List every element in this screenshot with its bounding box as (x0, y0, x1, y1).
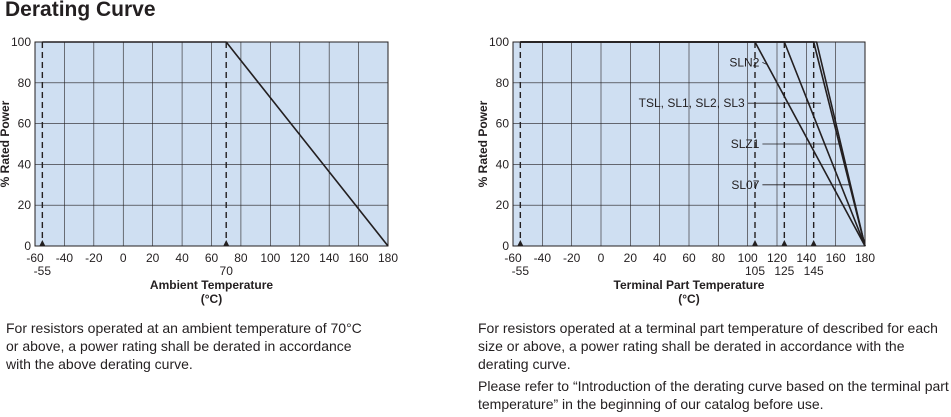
annotation-label: SLZ1 (731, 137, 760, 151)
x-axis-unit: (°C) (201, 292, 222, 306)
x-tick-label: 180 (378, 251, 398, 265)
y-tick-label: 20 (18, 198, 32, 212)
x-tick-label: 140 (796, 251, 816, 265)
x-tick-label: -20 (563, 251, 581, 265)
y-axis-title: % Rated Power (476, 100, 490, 187)
x-tick-label: 60 (682, 251, 696, 265)
y-tick-label: 100 (489, 35, 509, 49)
right-description-text-1: For resistors operated at a terminal par… (478, 320, 938, 372)
y-tick-label: 0 (502, 239, 509, 253)
left-description: For resistors operated at an ambient tem… (6, 319, 366, 377)
y-tick-label: 100 (11, 35, 31, 49)
x-tick-label: 120 (290, 251, 310, 265)
x-tick-label: 180 (855, 251, 875, 265)
y-axis-title: % Rated Power (0, 100, 12, 187)
marker-tick-label: 105 (745, 264, 765, 278)
x-axis-unit: (°C) (678, 292, 699, 306)
x-tick-label: 120 (767, 251, 787, 265)
series-line (520, 41, 866, 247)
y-tick-label: 80 (18, 76, 32, 90)
y-tick-label: 20 (496, 198, 510, 212)
x-tick-label: 0 (120, 251, 127, 265)
x-tick-label: -60 (26, 251, 44, 265)
x-tick-label: 20 (146, 251, 160, 265)
marker-tick-label: 145 (804, 264, 824, 278)
x-tick-label: 40 (653, 251, 667, 265)
marker-arrow (223, 240, 230, 246)
annotation-leader-line (762, 62, 767, 65)
series-line (42, 41, 389, 247)
marker-tick-label: -55 (512, 264, 530, 278)
x-tick-label: 100 (738, 251, 758, 265)
x-axis-title: Ambient Temperature (150, 278, 273, 292)
marker-tick-label: 70 (220, 264, 234, 278)
marker-arrow (517, 240, 524, 246)
x-tick-label: 80 (234, 251, 248, 265)
x-tick-label: -40 (56, 251, 74, 265)
marker-arrow (810, 240, 817, 246)
x-tick-label: 140 (319, 251, 339, 265)
right-description-text-2: Please refer to “Introduction of the der… (478, 378, 949, 412)
annotation-label: SL07 (731, 178, 759, 192)
annotation-label: TSL, SL1, SL2, SL3 (639, 96, 745, 110)
x-tick-label: 40 (175, 251, 189, 265)
x-tick-label: 80 (712, 251, 726, 265)
left-description-text: For resistors operated at an ambient tem… (6, 320, 362, 372)
annotation-label: SLN2 (729, 55, 759, 69)
x-tick-label: 160 (826, 251, 846, 265)
y-tick-label: 0 (24, 239, 31, 253)
x-tick-label: 100 (260, 251, 280, 265)
y-tick-label: 80 (496, 76, 510, 90)
y-tick-label: 60 (496, 117, 510, 131)
marker-arrow (39, 240, 46, 246)
marker-tick-label: 125 (774, 264, 794, 278)
y-tick-label: 60 (18, 117, 32, 131)
x-tick-label: 160 (349, 251, 369, 265)
y-tick-label: 40 (18, 157, 32, 171)
x-tick-label: -40 (534, 251, 552, 265)
marker-arrow (752, 240, 758, 246)
x-tick-label: 0 (598, 251, 605, 265)
x-tick-label: -60 (504, 251, 522, 265)
page-heading: Derating Curve (5, 0, 156, 21)
x-tick-label: 60 (205, 251, 219, 265)
marker-arrow (781, 240, 788, 246)
x-tick-label: -20 (85, 251, 103, 265)
y-tick-label: 40 (496, 157, 510, 171)
x-tick-label: 20 (624, 251, 638, 265)
marker-tick-label: -55 (34, 264, 52, 278)
x-axis-title: Terminal Part Temperature (614, 278, 765, 292)
right-description: For resistors operated at a terminal par… (478, 319, 950, 417)
